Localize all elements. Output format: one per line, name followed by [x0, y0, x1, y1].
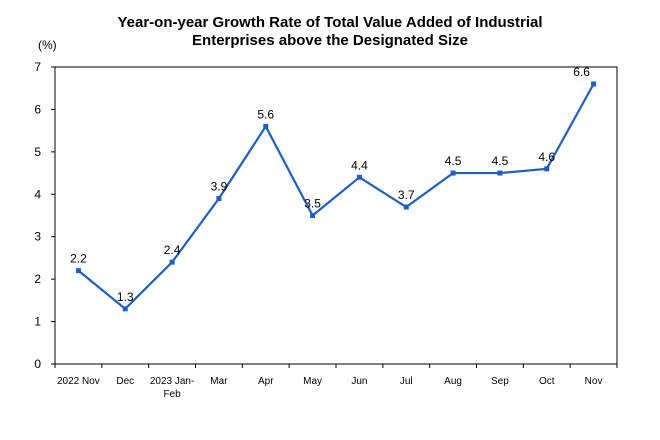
data-point [403, 204, 409, 210]
x-tick-label: Mar [210, 376, 228, 387]
y-axis-unit: (%) [38, 38, 57, 52]
x-tick-label: Oct [539, 376, 555, 387]
x-tick-label: Apr [258, 376, 274, 387]
data-label: 3.7 [398, 188, 415, 202]
x-tick-label: Jul [400, 376, 413, 387]
y-axis: 0 1 2 3 4 5 6 7 [34, 60, 55, 371]
data-label: 3.5 [304, 197, 321, 211]
data-label: 2.2 [70, 252, 87, 266]
data-point [216, 196, 222, 202]
y-tick-label: 6 [34, 102, 41, 116]
y-tick-label: 7 [34, 60, 41, 74]
y-tick-label: 5 [34, 145, 41, 159]
data-label: 3.9 [211, 180, 228, 194]
chart-title-line-1: Year-on-year Growth Rate of Total Value … [117, 14, 543, 31]
series-line [77, 83, 595, 311]
y-tick-label: 0 [34, 357, 41, 371]
y-tick-label: 1 [34, 315, 41, 329]
data-label: 5.6 [257, 107, 274, 121]
y-tick-label: 3 [34, 230, 41, 244]
x-tick-label: Sep [491, 376, 509, 387]
x-tick-label: Dec [116, 376, 134, 387]
data-point [310, 213, 316, 218]
x-tick-label: Aug [444, 376, 462, 387]
data-point [450, 170, 456, 176]
data-label: 4.5 [492, 154, 509, 168]
x-tick-label: 2022 Nov [57, 376, 100, 387]
chart-title: Year-on-year Growth Rate of Total Value … [0, 14, 660, 50]
data-point [591, 81, 597, 87]
data-point [356, 174, 362, 180]
data-points [75, 81, 597, 312]
data-label: 4.6 [538, 150, 555, 164]
x-axis: 2022 Nov Dec 2023 Jan-Feb Mar Apr May Jun Jul Au… [54, 364, 618, 400]
x-tick-label: Nov [585, 376, 603, 387]
chart-title-line-2: Enterprises above the Designated Size [192, 32, 468, 49]
data-point [122, 306, 128, 312]
data-point [497, 170, 503, 176]
data-label: 4.5 [445, 154, 462, 168]
data-point [75, 268, 81, 274]
y-tick-label: 2 [34, 272, 41, 286]
data-label: 1.3 [117, 290, 134, 304]
x-tick-label: 2023 Jan-Feb [150, 376, 194, 400]
x-tick-label: May [303, 376, 322, 387]
data-point [263, 123, 269, 129]
y-tick-label: 4 [34, 187, 41, 201]
data-label: 2.4 [164, 243, 181, 257]
data-point [544, 166, 550, 172]
data-point [169, 259, 175, 265]
x-tick-label: Jun [351, 376, 367, 387]
data-label: 6.6 [573, 65, 590, 79]
data-label: 4.4 [351, 158, 368, 172]
data-labels: 2.2 1.3 2.4 3.9 5.6 3.5 4.4 3.7 4.5 4.5 4.6 6.6 [70, 65, 590, 304]
plot-area-frame [54, 66, 618, 365]
